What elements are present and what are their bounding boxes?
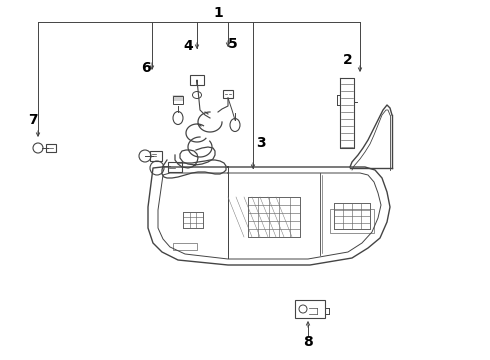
Text: 7: 7: [28, 113, 38, 127]
Text: 5: 5: [228, 37, 238, 51]
Bar: [295, 300, 325, 318]
Bar: [46, 144, 56, 152]
Text: 1: 1: [213, 6, 223, 20]
Bar: [173, 96, 183, 104]
Bar: [223, 90, 233, 98]
Text: 6: 6: [141, 61, 151, 75]
Text: 3: 3: [256, 136, 266, 150]
Bar: [173, 243, 197, 250]
Text: 8: 8: [303, 335, 313, 349]
Text: 4: 4: [183, 39, 193, 53]
Text: 2: 2: [343, 53, 353, 67]
Bar: [150, 151, 162, 161]
Bar: [330, 209, 374, 233]
Bar: [190, 75, 204, 85]
Bar: [168, 162, 182, 172]
